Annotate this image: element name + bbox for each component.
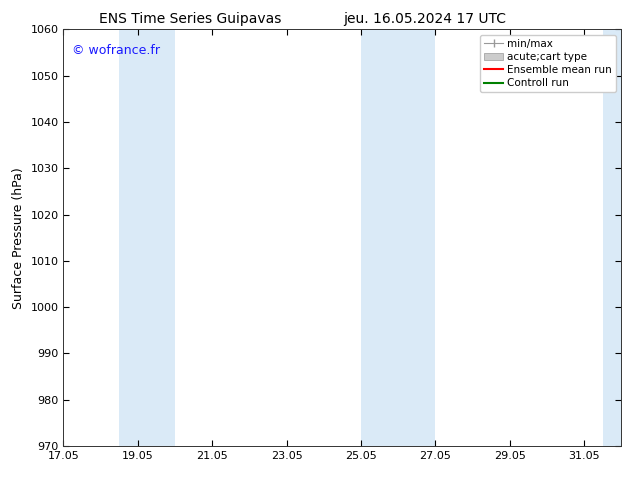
- Bar: [119, 29, 175, 446]
- Text: ENS Time Series Guipavas: ENS Time Series Guipavas: [99, 12, 281, 26]
- Text: © wofrance.fr: © wofrance.fr: [72, 44, 160, 57]
- Legend: min/max, acute;cart type, Ensemble mean run, Controll run: min/max, acute;cart type, Ensemble mean …: [480, 35, 616, 92]
- Text: jeu. 16.05.2024 17 UTC: jeu. 16.05.2024 17 UTC: [343, 12, 507, 26]
- Y-axis label: Surface Pressure (hPa): Surface Pressure (hPa): [12, 167, 25, 309]
- Bar: [603, 29, 621, 446]
- Bar: [361, 29, 436, 446]
